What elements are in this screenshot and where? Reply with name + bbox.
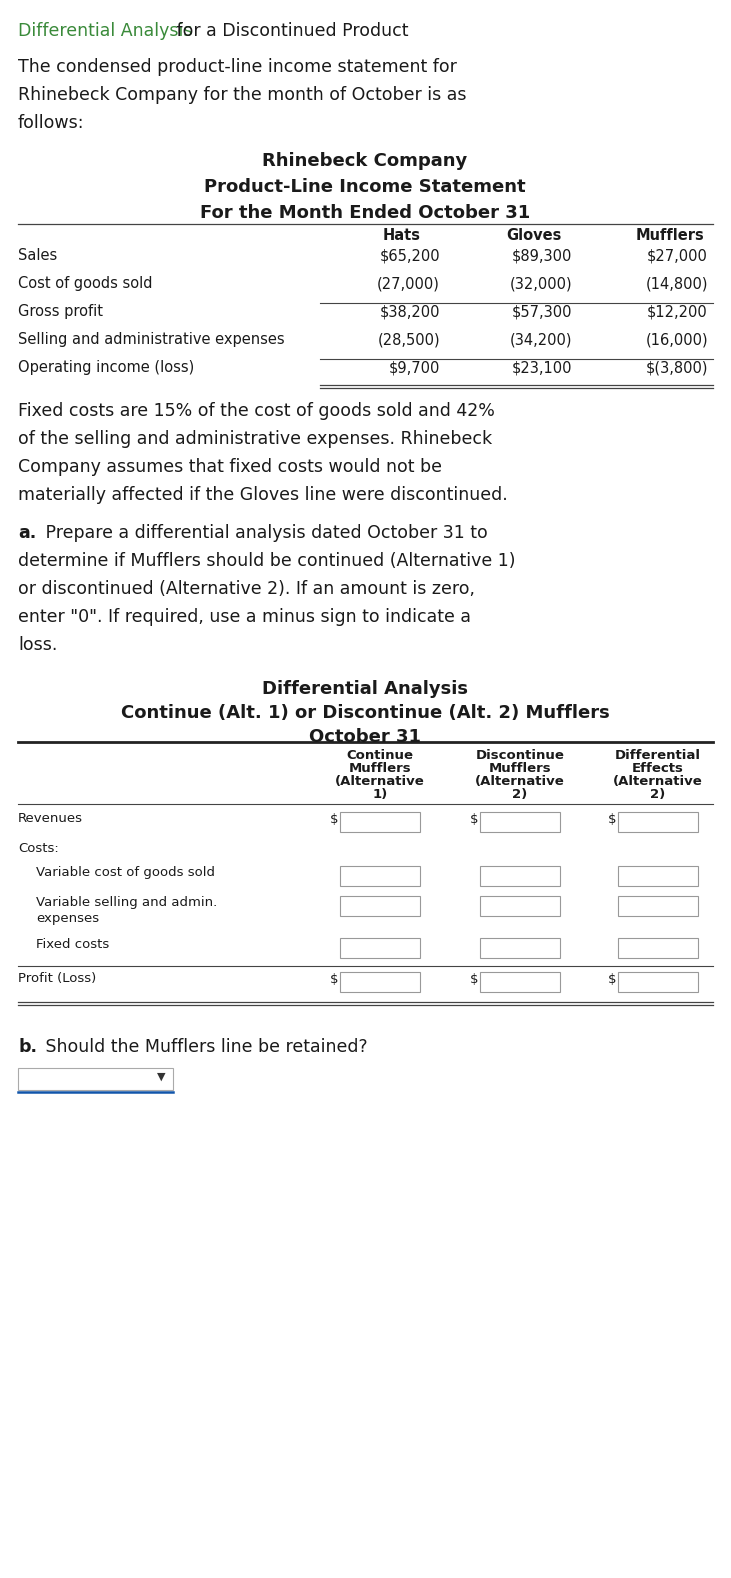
Text: enter "0". If required, use a minus sign to indicate a: enter "0". If required, use a minus sign…	[18, 608, 471, 626]
Text: Differential Analysis: Differential Analysis	[262, 680, 468, 697]
Text: Mufflers: Mufflers	[349, 762, 412, 775]
Text: for a Discontinued Product: for a Discontinued Product	[171, 22, 409, 39]
Text: Fixed costs are 15% of the cost of goods sold and 42%: Fixed costs are 15% of the cost of goods…	[18, 402, 495, 420]
Text: Revenues: Revenues	[18, 813, 83, 825]
Text: Differential Analysis: Differential Analysis	[18, 22, 192, 39]
Text: (16,000): (16,000)	[645, 331, 708, 347]
Bar	[340, 813, 420, 832]
Text: Rhinebeck Company for the month of October is as: Rhinebeck Company for the month of Octob…	[18, 85, 466, 104]
Text: Variable selling and admin.: Variable selling and admin.	[36, 896, 217, 909]
Text: Profit (Loss): Profit (Loss)	[18, 972, 96, 985]
Bar	[480, 896, 560, 915]
Text: ▼: ▼	[157, 1071, 165, 1083]
Text: $57,300: $57,300	[512, 305, 572, 319]
Text: $: $	[469, 974, 478, 986]
Text: $38,200: $38,200	[379, 305, 440, 319]
Text: Prepare a differential analysis dated October 31 to: Prepare a differential analysis dated Oc…	[40, 524, 488, 541]
Text: October 31: October 31	[309, 727, 421, 746]
Text: loss.: loss.	[18, 636, 57, 653]
Text: (Alternative: (Alternative	[335, 775, 425, 787]
Text: $: $	[469, 813, 478, 825]
Text: 2): 2)	[512, 787, 528, 802]
Bar	[618, 937, 698, 958]
Text: Gross profit: Gross profit	[18, 305, 103, 319]
Text: Discontinue: Discontinue	[476, 750, 564, 762]
Text: $12,200: $12,200	[647, 305, 708, 319]
Bar	[18, 1068, 173, 1090]
Text: a.: a.	[18, 524, 37, 541]
Text: $65,200: $65,200	[379, 248, 440, 264]
Text: For the Month Ended October 31: For the Month Ended October 31	[200, 204, 530, 222]
Text: Differential: Differential	[615, 750, 701, 762]
Bar	[340, 972, 420, 993]
Text: Costs:: Costs:	[18, 843, 58, 855]
Bar	[480, 972, 560, 993]
Text: $: $	[330, 974, 338, 986]
Bar	[618, 972, 698, 993]
Text: Selling and administrative expenses: Selling and administrative expenses	[18, 331, 284, 347]
Text: Effects: Effects	[632, 762, 684, 775]
Bar	[480, 813, 560, 832]
Text: (32,000): (32,000)	[510, 276, 572, 290]
Bar	[340, 937, 420, 958]
Text: $: $	[607, 974, 616, 986]
Text: Mufflers: Mufflers	[636, 227, 705, 243]
Text: $23,100: $23,100	[512, 360, 572, 376]
Text: Gloves: Gloves	[507, 227, 561, 243]
Text: Product-Line Income Statement: Product-Line Income Statement	[204, 178, 526, 196]
Text: $27,000: $27,000	[647, 248, 708, 264]
Text: $: $	[330, 813, 338, 825]
Text: Sales: Sales	[18, 248, 57, 264]
Text: Should the Mufflers line be retained?: Should the Mufflers line be retained?	[40, 1038, 368, 1056]
Text: (14,800): (14,800)	[645, 276, 708, 290]
Text: The condensed product-line income statement for: The condensed product-line income statem…	[18, 58, 457, 76]
Text: Company assumes that fixed costs would not be: Company assumes that fixed costs would n…	[18, 458, 442, 477]
Text: expenses: expenses	[36, 912, 99, 925]
Bar	[618, 866, 698, 885]
Text: materially affected if the Gloves line were discontinued.: materially affected if the Gloves line w…	[18, 486, 508, 503]
Text: b.: b.	[18, 1038, 37, 1056]
Text: (28,500): (28,500)	[377, 331, 440, 347]
Text: (Alternative: (Alternative	[475, 775, 565, 787]
Text: determine if Mufflers should be continued (Alternative 1): determine if Mufflers should be continue…	[18, 552, 515, 570]
Text: $(3,800): $(3,800)	[645, 360, 708, 376]
Text: (34,200): (34,200)	[510, 331, 572, 347]
Text: Mufflers: Mufflers	[489, 762, 551, 775]
Text: Operating income (loss): Operating income (loss)	[18, 360, 194, 376]
Text: $89,300: $89,300	[512, 248, 572, 264]
Text: Hats: Hats	[383, 227, 421, 243]
Bar	[340, 896, 420, 915]
Text: $9,700: $9,700	[389, 360, 440, 376]
Text: (27,000): (27,000)	[377, 276, 440, 290]
Text: Variable cost of goods sold: Variable cost of goods sold	[36, 866, 215, 879]
Text: $: $	[607, 813, 616, 825]
Bar	[480, 866, 560, 885]
Text: follows:: follows:	[18, 114, 85, 133]
Text: of the selling and administrative expenses. Rhinebeck: of the selling and administrative expens…	[18, 429, 492, 448]
Text: Rhinebeck Company: Rhinebeck Company	[262, 151, 468, 170]
Bar	[618, 896, 698, 915]
Bar	[340, 866, 420, 885]
Text: Fixed costs: Fixed costs	[36, 937, 109, 952]
Text: (Alternative: (Alternative	[613, 775, 703, 787]
Bar	[480, 937, 560, 958]
Text: Continue (Alt. 1) or Discontinue (Alt. 2) Mufflers: Continue (Alt. 1) or Discontinue (Alt. 2…	[121, 704, 610, 723]
Text: Continue: Continue	[346, 750, 414, 762]
Bar	[618, 813, 698, 832]
Text: or discontinued (Alternative 2). If an amount is zero,: or discontinued (Alternative 2). If an a…	[18, 581, 475, 598]
Text: Cost of goods sold: Cost of goods sold	[18, 276, 153, 290]
Text: 2): 2)	[651, 787, 666, 802]
Text: 1): 1)	[372, 787, 387, 802]
